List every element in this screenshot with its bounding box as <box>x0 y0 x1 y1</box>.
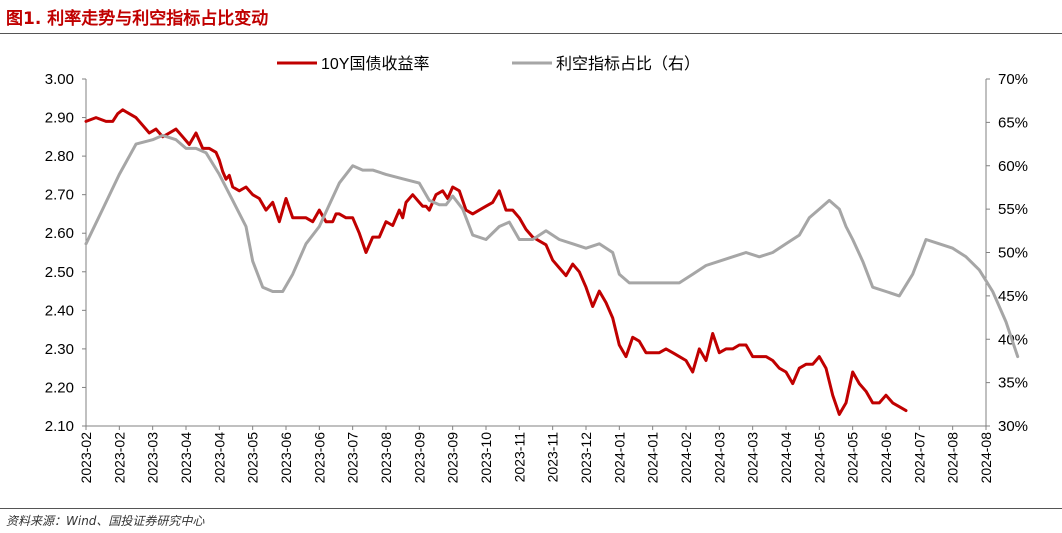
y-tick-label: 2.70 <box>45 187 74 204</box>
legend-label: 利空指标占比（右） <box>556 55 700 73</box>
x-tick-label: 2024-05 <box>811 432 827 484</box>
y2-tick-label: 50% <box>998 245 1028 262</box>
y2-tick-label: 65% <box>998 114 1028 131</box>
y-tick-label: 2.60 <box>45 225 74 242</box>
y2-tick-label: 35% <box>998 375 1028 392</box>
y-tick-label: 2.30 <box>45 341 74 358</box>
x-tick-label: 2023-11 <box>545 432 561 483</box>
bottom-divider <box>0 508 1062 509</box>
x-tick-label: 2024-01 <box>611 432 627 484</box>
x-tick-label: 2024-05 <box>845 432 861 484</box>
y-tick-label: 2.10 <box>45 418 74 435</box>
y-tick-label: 2.50 <box>45 264 74 281</box>
x-tick-label: 2024-07 <box>911 432 927 484</box>
x-tick-label: 2023-07 <box>345 432 361 484</box>
x-tick-label: 2023-10 <box>478 432 494 484</box>
x-tick-label: 2023-04 <box>211 432 227 484</box>
x-tick-label: 2024-03 <box>745 432 761 484</box>
header-bar <box>0 0 1062 32</box>
y2-tick-label: 55% <box>998 201 1028 218</box>
legend-label: 10Y国债收益率 <box>321 55 429 73</box>
x-tick-label: 2024-01 <box>645 432 661 484</box>
yield-series-line <box>84 108 908 416</box>
y-tick-label: 2.20 <box>45 379 74 396</box>
y-tick-label: 2.80 <box>45 148 74 165</box>
x-tick-label: 2023-08 <box>378 432 394 484</box>
x-tick-label: 2024-08 <box>945 432 961 484</box>
top-divider <box>0 33 1062 34</box>
x-tick-label: 2023-06 <box>278 432 294 484</box>
y-tick-label: 2.90 <box>45 110 74 127</box>
x-tick-label: 2024-04 <box>778 432 794 484</box>
y2-tick-label: 30% <box>998 418 1028 435</box>
x-tick-label: 2023-04 <box>178 432 194 484</box>
x-tick-label: 2024-03 <box>711 432 727 484</box>
y-tick-label: 3.00 <box>45 71 74 88</box>
x-tick-label: 2024-02 <box>678 432 694 484</box>
x-tick-label: 2023-03 <box>145 432 161 484</box>
x-tick-label: 2023-09 <box>411 432 427 484</box>
x-tick-label: 2023-09 <box>445 432 461 484</box>
figure-title: 图1. 利率走势与利空指标占比变动 <box>6 9 269 29</box>
ratio-series-line <box>84 133 1020 359</box>
source-note: 资料来源：Wind、国投证券研究中心 <box>6 514 205 528</box>
x-tick-label: 2023-02 <box>78 432 94 484</box>
y2-tick-label: 60% <box>998 158 1028 175</box>
y-tick-label: 2.40 <box>45 302 74 319</box>
x-tick-label: 2023-05 <box>245 432 261 484</box>
x-tick-label: 2023-06 <box>311 432 327 484</box>
x-tick-label: 2023-11 <box>511 432 527 483</box>
x-tick-label: 2024-06 <box>878 432 894 484</box>
x-tick-label: 2024-08 <box>978 432 994 484</box>
y2-tick-label: 70% <box>998 71 1028 88</box>
x-tick-label: 2023-12 <box>578 432 594 484</box>
x-tick-label: 2023-02 <box>111 432 127 484</box>
y2-tick-label: 45% <box>998 288 1028 305</box>
